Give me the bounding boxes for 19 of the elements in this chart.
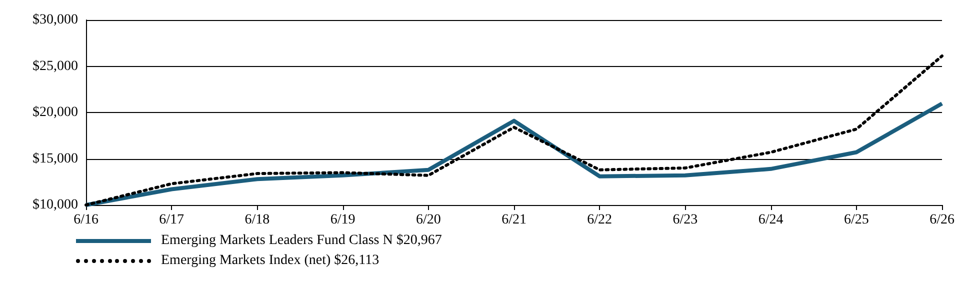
line-series <box>84 102 944 207</box>
y-tick-label: $10,000 <box>32 198 78 212</box>
x-tick-label: 6/24 <box>758 212 784 228</box>
x-tick-label: 6/16 <box>74 212 98 228</box>
y-tick-label: $25,000 <box>32 58 78 74</box>
y-tick-label: $15,000 <box>32 151 78 166</box>
x-tick-label: 6/22 <box>587 212 612 228</box>
x-tick-label: 6/19 <box>330 212 356 228</box>
x-tick-label: 6/18 <box>244 212 270 228</box>
x-tick-label: 6/20 <box>416 212 441 228</box>
x-tick-label: 6/21 <box>502 212 526 228</box>
y-tick-label: $20,000 <box>32 105 78 120</box>
text: Emerging Markets Leaders Fund Class N $20,967 <box>161 233 442 249</box>
y-tick-label: $30,000 <box>32 12 78 28</box>
legend-label: Emerging Markets Index (net) $26,113 <box>161 253 380 269</box>
x-tick-label: 6/26 <box>930 212 954 228</box>
x-tick-label: 6/17 <box>159 212 184 228</box>
x-tick-label: 6/23 <box>672 212 698 228</box>
x-tick-label: 6/25 <box>844 212 869 228</box>
